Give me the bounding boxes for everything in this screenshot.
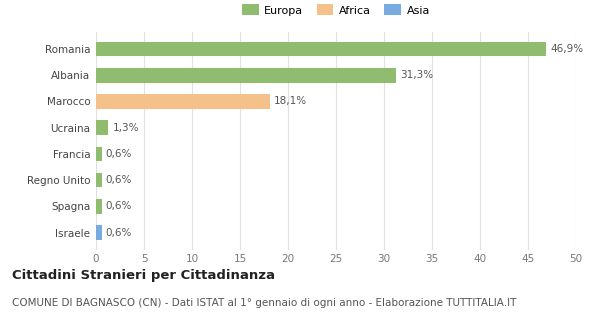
Bar [96, 147, 102, 161]
Text: 0,6%: 0,6% [106, 149, 132, 159]
Bar [96, 68, 397, 83]
Bar [96, 121, 109, 135]
Bar [96, 225, 102, 240]
Text: COMUNE DI BAGNASCO (CN) - Dati ISTAT al 1° gennaio di ogni anno - Elaborazione T: COMUNE DI BAGNASCO (CN) - Dati ISTAT al … [12, 298, 517, 308]
Bar [96, 42, 546, 56]
Bar [96, 94, 270, 109]
Text: 46,9%: 46,9% [550, 44, 583, 54]
Legend: Europa, Africa, Asia: Europa, Africa, Asia [240, 2, 432, 18]
Text: 0,6%: 0,6% [106, 175, 132, 185]
Text: 0,6%: 0,6% [106, 228, 132, 237]
Bar [96, 199, 102, 213]
Text: Cittadini Stranieri per Cittadinanza: Cittadini Stranieri per Cittadinanza [12, 269, 275, 282]
Text: 18,1%: 18,1% [274, 97, 307, 107]
Text: 31,3%: 31,3% [400, 70, 433, 80]
Text: 0,6%: 0,6% [106, 201, 132, 211]
Bar [96, 173, 102, 187]
Text: 1,3%: 1,3% [112, 123, 139, 133]
